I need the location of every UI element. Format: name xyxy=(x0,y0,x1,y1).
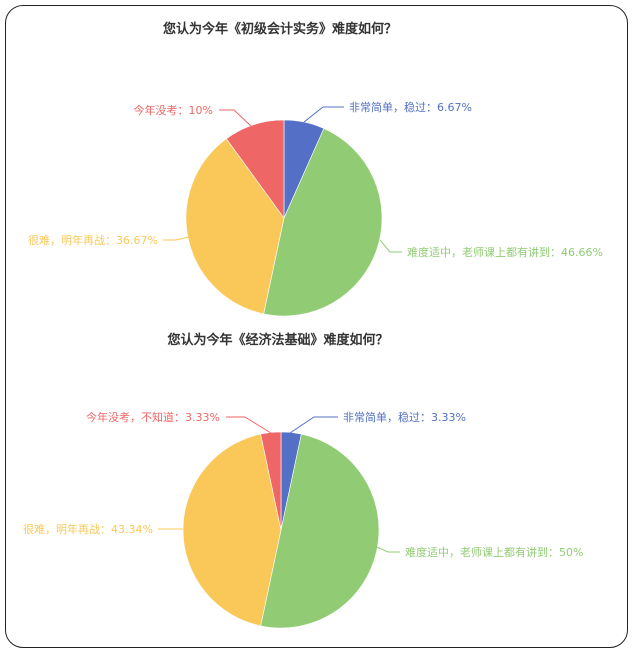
slice-label-hard: 很难，明年再战：43.34% xyxy=(23,522,153,536)
slice-label-hard: 很难，明年再战：36.67% xyxy=(28,233,158,247)
slice-label-not-taken: 今年没考：10% xyxy=(134,103,213,117)
label-line-easy xyxy=(289,416,338,434)
chart-2-title: 您认为今年《经济法基础》难度如何？ xyxy=(167,332,388,348)
label-line-moderate xyxy=(376,546,400,553)
label-line-hard xyxy=(163,236,190,241)
label-line-not-taken xyxy=(226,416,272,434)
chart-2-pie: 非常简单，稳过：3.33% 难度适中，老师课上都有讲到：50% 很难，明年再战：43… xyxy=(23,410,583,629)
pie-slice-hard[interactable] xyxy=(185,138,285,315)
pie-slice-moderate[interactable] xyxy=(260,433,380,629)
card-frame xyxy=(5,5,628,648)
slice-label-not-taken: 今年没考，不知道：3.33% xyxy=(86,410,220,424)
label-line-easy xyxy=(303,106,344,123)
slice-label-moderate: 难度适中，老师课上都有讲到：46.66% xyxy=(407,245,603,259)
label-line-moderate xyxy=(379,239,402,253)
label-line-not-taken xyxy=(219,109,252,127)
slice-label-moderate: 难度适中，老师课上都有讲到：50% xyxy=(405,545,583,559)
pie-slice-moderate[interactable] xyxy=(263,128,383,317)
chart-1-title: 您认为今年《初级会计实务》难度如何？ xyxy=(163,21,397,37)
slice-label-easy: 非常简单，稳过：3.33% xyxy=(343,410,466,424)
pie-slice-not-taken[interactable] xyxy=(225,119,285,219)
slice-label-easy: 非常简单，稳过：6.67% xyxy=(349,100,472,114)
pie-slice-hard[interactable] xyxy=(182,433,282,627)
chart-1-pie: 非常简单，稳过：6.67% 难度适中，老师课上都有讲到：46.66% 很难，明年再战… xyxy=(28,100,603,317)
